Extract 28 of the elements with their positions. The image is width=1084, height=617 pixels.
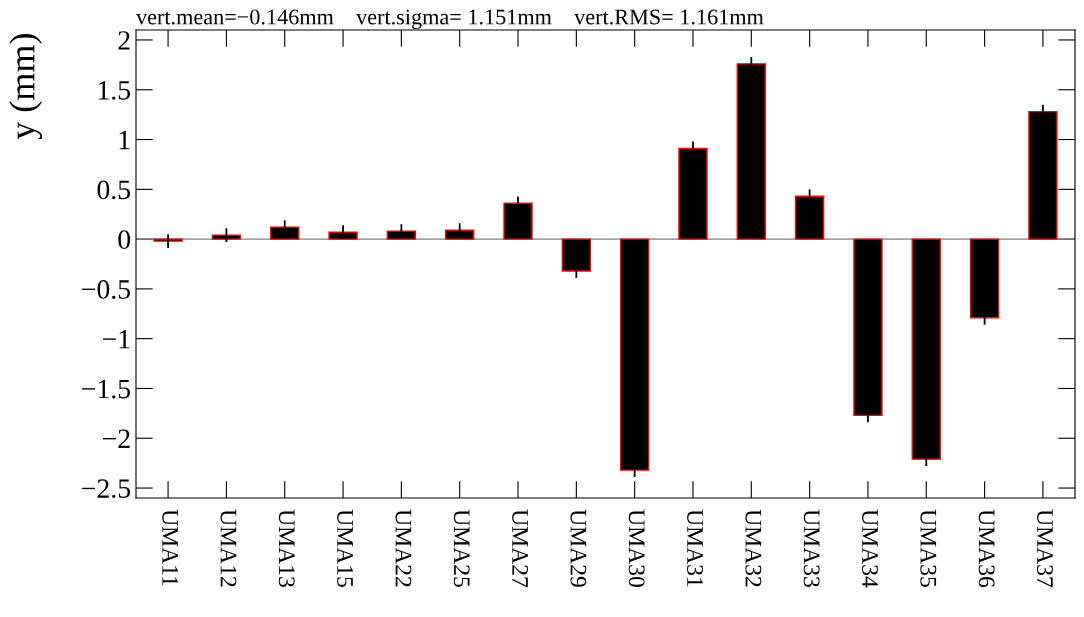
x-tick-label: UMA15 bbox=[337, 509, 353, 587]
x-tick-label: UMA27 bbox=[512, 509, 528, 588]
x-tick-label: UMA30 bbox=[628, 509, 645, 587]
y-tick-label: 1 bbox=[119, 130, 130, 150]
y-tick-label: −0.5 bbox=[82, 280, 131, 299]
x-tick-label: UMA31 bbox=[687, 509, 703, 587]
x-tick-label: UMA33 bbox=[803, 509, 820, 587]
x-tick-label: UMA12 bbox=[220, 509, 237, 587]
y-axis-title: y (mm) bbox=[9, 34, 43, 140]
y-tick-label: 1.5 bbox=[98, 81, 131, 100]
y-tick-label: −1.5 bbox=[82, 379, 131, 399]
y-tick-label: 2 bbox=[118, 31, 130, 50]
y-tick-label: −2.5 bbox=[82, 479, 131, 499]
x-tick-label: UMA22 bbox=[395, 509, 412, 587]
x-tick-label: UMA34 bbox=[862, 509, 878, 588]
y-tick-label: −1 bbox=[102, 329, 130, 349]
x-tick-label: UMA29 bbox=[570, 509, 587, 587]
y-tick-label: 0 bbox=[118, 230, 131, 250]
x-tick-label: UMA25 bbox=[453, 509, 470, 587]
text: vert.mean=−0.146mm vert.sigma= 1.151mm vert.RMS= 1.161mm bbox=[136, 9, 764, 30]
x-tick-label: UMA35 bbox=[920, 509, 937, 587]
y-tick-label: −2 bbox=[102, 429, 130, 448]
x-tick-label: UMA32 bbox=[745, 509, 762, 587]
x-tick-label: UMA13 bbox=[278, 509, 295, 587]
y-tick-label: 0.5 bbox=[97, 180, 131, 200]
x-tick-label: UMA37 bbox=[1037, 509, 1053, 588]
x-tick-label: UMA36 bbox=[978, 509, 995, 588]
x-tick-label: UMA11 bbox=[162, 509, 178, 586]
